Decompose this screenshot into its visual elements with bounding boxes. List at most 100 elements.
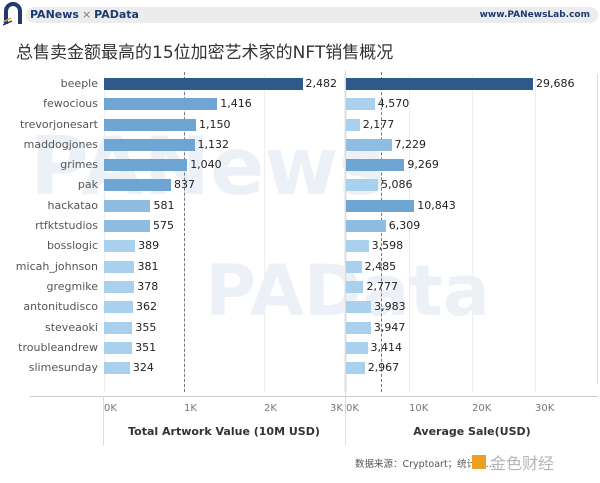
axis-left-border xyxy=(103,396,104,446)
bar[interactable] xyxy=(346,362,365,375)
jinse-watermark: 金色财经 xyxy=(490,454,555,473)
bar-row: 3,598 xyxy=(346,236,597,256)
bar[interactable] xyxy=(104,199,151,212)
bar-value-label: 3,983 xyxy=(374,300,406,314)
bar-value-label: 355 xyxy=(135,320,157,334)
bar[interactable] xyxy=(346,260,362,273)
bar[interactable] xyxy=(104,159,188,172)
bar[interactable] xyxy=(346,280,364,293)
x-axis-line xyxy=(30,396,598,397)
bar-row: 6,309 xyxy=(346,216,597,236)
x-tick-label: 3K xyxy=(330,403,343,414)
reference-line xyxy=(184,72,185,392)
bar-value-label: 389 xyxy=(138,239,160,253)
x-tick-label: 10K xyxy=(409,403,429,414)
bar-row: 2,177 xyxy=(346,115,597,135)
bar[interactable] xyxy=(104,321,133,334)
bar[interactable] xyxy=(104,260,135,273)
brand-panews: PANews xyxy=(30,8,79,21)
bar[interactable] xyxy=(346,301,372,314)
bar-value-label: 6,309 xyxy=(388,219,421,233)
panel-average-sale: 29,686 4,570 2,177 7,229 9,269 5,086 10,843 6,3… xyxy=(346,72,598,392)
bar[interactable] xyxy=(104,138,195,151)
gridline xyxy=(346,74,347,392)
bar[interactable] xyxy=(104,179,171,192)
category-label: troubleandrew xyxy=(18,340,98,354)
category-label: antonitudisco xyxy=(23,300,98,314)
category-label: bosslogic xyxy=(46,239,98,253)
bar-value-label: 2,777 xyxy=(366,279,398,293)
bar-value-label: 1,416 xyxy=(220,97,252,111)
category-label: grimes xyxy=(60,158,98,172)
bar-value-label: 5,086 xyxy=(381,178,413,192)
bar-row: 3,414 xyxy=(346,338,597,358)
bar[interactable] xyxy=(104,78,303,90)
category-label: beeple xyxy=(60,77,98,90)
gridline xyxy=(472,74,473,392)
chart-area: beeple fewocious trevorjonesart maddogjones… xyxy=(0,70,600,450)
bar[interactable] xyxy=(104,220,150,233)
brand-padata: PAData xyxy=(94,8,139,21)
bar[interactable] xyxy=(346,240,369,253)
bar[interactable] xyxy=(346,138,392,151)
bar[interactable] xyxy=(346,321,371,334)
bar-row: 2,482 xyxy=(104,74,344,94)
bar[interactable] xyxy=(346,118,360,131)
bar-value-label: 378 xyxy=(137,279,159,293)
watermark-panews: PANews xyxy=(30,120,386,213)
category-label: pak xyxy=(77,178,98,192)
bar[interactable] xyxy=(104,98,218,111)
bar[interactable] xyxy=(104,362,130,375)
bar-value-label: 2,485 xyxy=(364,259,397,273)
bar-value-label: 324 xyxy=(132,361,154,375)
bar-value-label: 3,598 xyxy=(371,239,404,253)
bar[interactable] xyxy=(104,118,196,131)
bar-row: 381 xyxy=(104,257,344,277)
bar[interactable] xyxy=(346,159,405,172)
bar-value-label: 1,132 xyxy=(197,137,230,151)
bar-value-label: 381 xyxy=(137,259,159,273)
bar-value-label: 10,843 xyxy=(417,198,456,212)
bar[interactable] xyxy=(104,301,133,314)
bar-row: 5,086 xyxy=(346,175,597,195)
bar-row: 1,150 xyxy=(104,115,344,135)
bar-row: 575 xyxy=(104,216,344,236)
bar-row: 837 xyxy=(104,175,344,195)
bar-row: 9,269 xyxy=(346,155,597,175)
bar[interactable] xyxy=(346,341,368,354)
category-label: rtfktstudios xyxy=(35,219,98,233)
bar-row: 1,416 xyxy=(104,94,344,114)
data-source: 数据来源：Cryptoart；统计时... xyxy=(355,459,495,470)
bar-row: 362 xyxy=(104,297,344,317)
bar[interactable] xyxy=(346,98,375,111)
bar-row: 3,983 xyxy=(346,297,597,317)
bar-value-label: 2,967 xyxy=(367,361,400,375)
bar-row: 324 xyxy=(104,358,344,378)
x-axis-title-total-value: Total Artwork Value (10M USD) xyxy=(128,425,320,438)
bar-row: 2,485 xyxy=(346,257,597,277)
bar[interactable] xyxy=(346,179,379,192)
bar[interactable] xyxy=(104,240,136,253)
bar[interactable] xyxy=(104,280,135,293)
bar[interactable] xyxy=(346,220,386,233)
bar-value-label: 575 xyxy=(153,219,174,233)
bar[interactable] xyxy=(104,341,133,354)
bar-row: 4,570 xyxy=(346,94,597,114)
x-tick-label: 30K xyxy=(535,403,555,414)
bar-row: 351 xyxy=(104,338,344,358)
bar-row: 29,686 xyxy=(346,74,597,94)
bar-value-label: 351 xyxy=(135,340,157,354)
bar-value-label: 2,177 xyxy=(362,117,395,131)
bar-value-label: 837 xyxy=(173,178,195,192)
site-url: www.PANewsLab.com xyxy=(479,10,590,20)
bar-row: 1,132 xyxy=(104,135,344,155)
bar[interactable] xyxy=(346,199,415,212)
bar-row: 1,040 xyxy=(104,155,344,175)
gridline xyxy=(535,74,536,392)
gridline xyxy=(409,74,410,392)
bar-value-label: 3,947 xyxy=(373,320,406,334)
bar[interactable] xyxy=(346,78,534,90)
bar-row: 3,947 xyxy=(346,318,597,338)
brand: PANews × PAData xyxy=(30,7,139,23)
category-label: trevorjonesart xyxy=(20,117,98,131)
